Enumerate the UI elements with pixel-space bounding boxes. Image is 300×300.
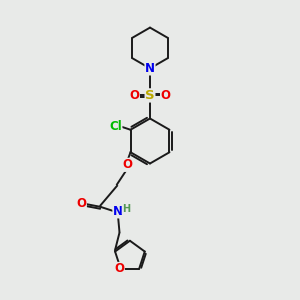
- Text: O: O: [114, 262, 124, 275]
- Text: Cl: Cl: [109, 120, 122, 133]
- Text: N: N: [113, 205, 123, 218]
- Text: O: O: [122, 158, 133, 171]
- Text: O: O: [129, 89, 140, 102]
- Text: S: S: [145, 89, 155, 102]
- Text: H: H: [122, 204, 130, 214]
- Text: N: N: [145, 62, 155, 75]
- Text: O: O: [160, 89, 171, 102]
- Text: O: O: [76, 197, 86, 210]
